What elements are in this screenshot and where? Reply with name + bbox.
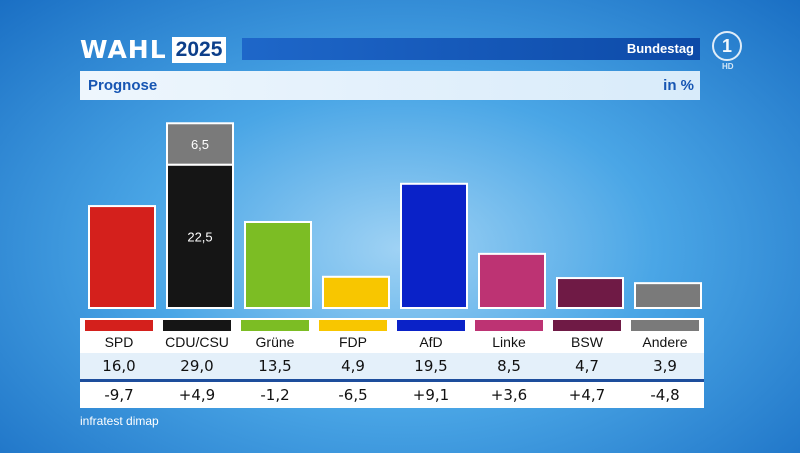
change-cdu-csu: +4,9 bbox=[178, 386, 216, 404]
bar-spd bbox=[88, 205, 156, 309]
bar-linke bbox=[478, 252, 546, 309]
party-name-gr-ne: Grüne bbox=[255, 334, 295, 350]
source-label: infratest dimap bbox=[80, 414, 159, 428]
change-gr-ne: -1,2 bbox=[260, 386, 290, 404]
bar-andere bbox=[634, 282, 702, 310]
page-title: Bundestag bbox=[626, 41, 694, 56]
value-gr-ne: 13,5 bbox=[258, 357, 292, 375]
value-fdp: 4,9 bbox=[341, 357, 365, 375]
party-name-andere: Andere bbox=[642, 334, 688, 350]
hd-badge: HD bbox=[722, 62, 734, 71]
unit-label: in % bbox=[663, 77, 694, 94]
value-cdu-csu: 29,0 bbox=[180, 357, 214, 375]
color-swatch-row bbox=[80, 318, 704, 331]
logo-year: 2025 bbox=[171, 37, 227, 63]
results-table: SPD CDU/CSU Grüne FDP AfD Linke BSW Andere 16,0… bbox=[80, 318, 704, 408]
change-bsw: +4,7 bbox=[568, 386, 606, 404]
bar-cdu-csu-segment-2-label: 6,5 bbox=[191, 137, 209, 152]
wahl-2025-logo: WAHL 2025 bbox=[80, 35, 227, 64]
bar-gr-ne bbox=[244, 221, 312, 310]
bar-cdu-csu-segment-2 bbox=[166, 122, 234, 166]
value-afd: 19,5 bbox=[414, 357, 448, 375]
value-andere: 3,9 bbox=[653, 357, 677, 375]
swatch-cell-linke bbox=[470, 318, 548, 331]
table-divider bbox=[80, 379, 704, 382]
change-andere: -4,8 bbox=[650, 386, 680, 404]
color-swatch-spd bbox=[85, 320, 153, 331]
color-swatch-fdp bbox=[319, 320, 387, 331]
party-name-row: SPD CDU/CSU Grüne FDP AfD Linke BSW Andere bbox=[80, 331, 704, 353]
party-name-spd: SPD bbox=[104, 334, 134, 350]
value-row: 16,0 29,0 13,5 4,9 19,5 8,5 4,7 3,9 bbox=[80, 353, 704, 379]
change-afd: +9,1 bbox=[412, 386, 450, 404]
color-swatch-gr-ne bbox=[241, 320, 309, 331]
subheader-bar: Prognose in % bbox=[80, 71, 700, 100]
party-name-bsw: BSW bbox=[571, 334, 603, 350]
bar-cdu-csu-segment-1 bbox=[166, 163, 234, 309]
bar-fdp bbox=[322, 275, 390, 309]
color-swatch-andere bbox=[631, 320, 699, 331]
swatch-cell-fdp bbox=[314, 318, 392, 331]
party-name-cdu-csu: CDU/CSU bbox=[165, 334, 229, 350]
logo-word: WAHL bbox=[80, 35, 167, 64]
color-swatch-afd bbox=[397, 320, 465, 331]
color-swatch-linke bbox=[475, 320, 543, 331]
swatch-cell-andere bbox=[626, 318, 704, 331]
swatch-cell-bsw bbox=[548, 318, 626, 331]
swatch-cell-gr-ne bbox=[236, 318, 314, 331]
change-fdp: -6,5 bbox=[338, 386, 368, 404]
swatch-cell-afd bbox=[392, 318, 470, 331]
change-row: -9,7 +4,9 -1,2 -6,5 +9,1 +3,6 +4,7 -4,8 bbox=[80, 382, 704, 408]
color-swatch-cdu-csu bbox=[163, 320, 231, 331]
title-bar: Bundestag bbox=[242, 38, 700, 60]
swatch-cell-cdu-csu bbox=[158, 318, 236, 331]
party-name-afd: AfD bbox=[419, 334, 443, 350]
change-spd: -9,7 bbox=[104, 386, 134, 404]
bar-bsw bbox=[556, 277, 624, 310]
bar-afd bbox=[400, 182, 468, 309]
channel-logo-icon: 1 bbox=[712, 31, 742, 61]
value-spd: 16,0 bbox=[102, 357, 136, 375]
party-name-fdp: FDP bbox=[339, 334, 367, 350]
change-linke: +3,6 bbox=[490, 386, 528, 404]
value-bsw: 4,7 bbox=[575, 357, 599, 375]
value-linke: 8,5 bbox=[497, 357, 521, 375]
forecast-label: Prognose bbox=[88, 77, 158, 94]
bar-cdu-csu-segment-1-label: 22,5 bbox=[187, 229, 212, 244]
color-swatch-bsw bbox=[553, 320, 621, 331]
swatch-cell-spd bbox=[80, 318, 158, 331]
party-name-linke: Linke bbox=[492, 334, 526, 350]
